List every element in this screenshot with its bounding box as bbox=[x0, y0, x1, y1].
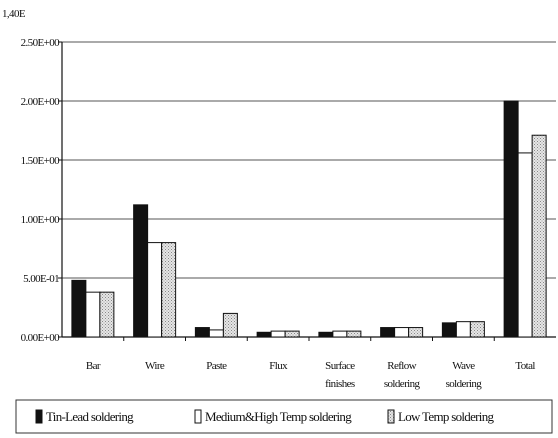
category-label: finishes bbox=[325, 378, 355, 390]
legend-swatch bbox=[195, 410, 201, 423]
bar bbox=[72, 280, 86, 337]
legend-label: Low Temp soldering bbox=[398, 409, 494, 424]
y-tick-label: 0.00E+00 bbox=[21, 332, 60, 344]
category-label: soldering bbox=[446, 378, 483, 390]
bar bbox=[271, 331, 285, 337]
category-label: Bar bbox=[86, 360, 101, 372]
bar bbox=[319, 332, 333, 337]
category-label: Surface bbox=[325, 360, 355, 372]
bar bbox=[470, 322, 484, 337]
category-label: soldering bbox=[384, 378, 421, 390]
bar bbox=[532, 135, 546, 337]
bar bbox=[134, 205, 148, 337]
category-label: Flux bbox=[269, 360, 288, 372]
bar bbox=[162, 243, 176, 337]
y-tick-label: 1.50E+00 bbox=[21, 155, 60, 167]
top-label: 1,40E bbox=[2, 8, 26, 20]
legend: Tin-Lead soldering Medium&High Temp solde… bbox=[16, 400, 552, 433]
y-tick-label: 2.50E+00 bbox=[21, 37, 60, 49]
bar bbox=[409, 328, 423, 337]
bar bbox=[223, 313, 237, 337]
legend-swatch bbox=[388, 410, 394, 423]
bar bbox=[100, 292, 114, 337]
bar bbox=[442, 323, 456, 337]
category-labels: Bar Wire Paste Flux Surface finishes Reflow sol… bbox=[86, 360, 536, 390]
axes bbox=[58, 42, 556, 341]
bar bbox=[257, 332, 271, 337]
category-label: Wire bbox=[145, 360, 165, 372]
y-tick-label: 1.00E+00 bbox=[21, 214, 60, 226]
bar bbox=[456, 322, 470, 337]
legend-label: Medium&High Temp soldering bbox=[205, 409, 352, 424]
category-label: Total bbox=[515, 360, 535, 372]
bar bbox=[347, 331, 361, 337]
bar bbox=[148, 243, 162, 337]
bar bbox=[209, 330, 223, 337]
bar bbox=[333, 331, 347, 337]
category-label: Wave bbox=[452, 360, 475, 372]
bar bbox=[285, 331, 299, 337]
bar bbox=[86, 292, 100, 337]
bar bbox=[504, 101, 518, 337]
y-tick-label: 2.00E+00 bbox=[21, 96, 60, 108]
bar bbox=[518, 153, 532, 337]
y-tick-label: 5.00E-01 bbox=[23, 273, 59, 285]
bar bbox=[195, 328, 209, 337]
bar bbox=[381, 328, 395, 337]
legend-label: Tin-Lead soldering bbox=[46, 409, 134, 424]
bar bbox=[395, 328, 409, 337]
category-label: Paste bbox=[206, 360, 227, 372]
category-label: Reflow bbox=[387, 360, 416, 372]
legend-swatch bbox=[36, 410, 42, 423]
y-tick-labels: 0.00E+00 5.00E-01 1.00E+00 1.50E+00 2.00E+00… bbox=[21, 37, 60, 344]
